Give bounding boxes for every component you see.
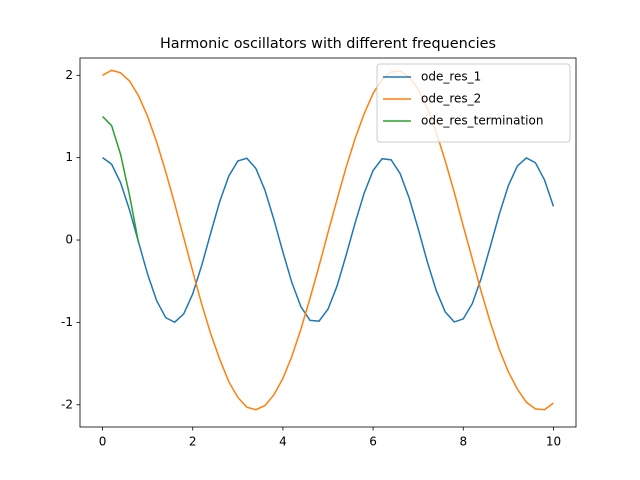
legend-label: ode_res_1 bbox=[421, 70, 481, 84]
x-tick-label: 4 bbox=[279, 435, 287, 449]
chart-title: Harmonic oscillators with different freq… bbox=[160, 36, 496, 52]
x-tick-label: 10 bbox=[546, 435, 561, 449]
line bbox=[102, 157, 555, 324]
x-tick-label: 6 bbox=[369, 435, 377, 449]
x-tick-label: 8 bbox=[459, 435, 467, 449]
y-tick-label: 0 bbox=[65, 233, 73, 247]
legend-label: ode_res_2 bbox=[421, 92, 481, 106]
y-tick-label: -2 bbox=[61, 397, 73, 411]
y-tick-label: 2 bbox=[65, 68, 73, 82]
y-tick-label: 1 bbox=[65, 150, 73, 164]
line bbox=[102, 69, 554, 411]
x-tick-label: 2 bbox=[189, 435, 197, 449]
legend-box bbox=[376, 63, 571, 143]
line bbox=[102, 115, 140, 244]
legend-label: ode_res_termination bbox=[421, 114, 543, 128]
x-tick-label: 0 bbox=[99, 435, 107, 449]
y-tick-label: -1 bbox=[61, 315, 73, 329]
axes-frame bbox=[79, 57, 577, 428]
